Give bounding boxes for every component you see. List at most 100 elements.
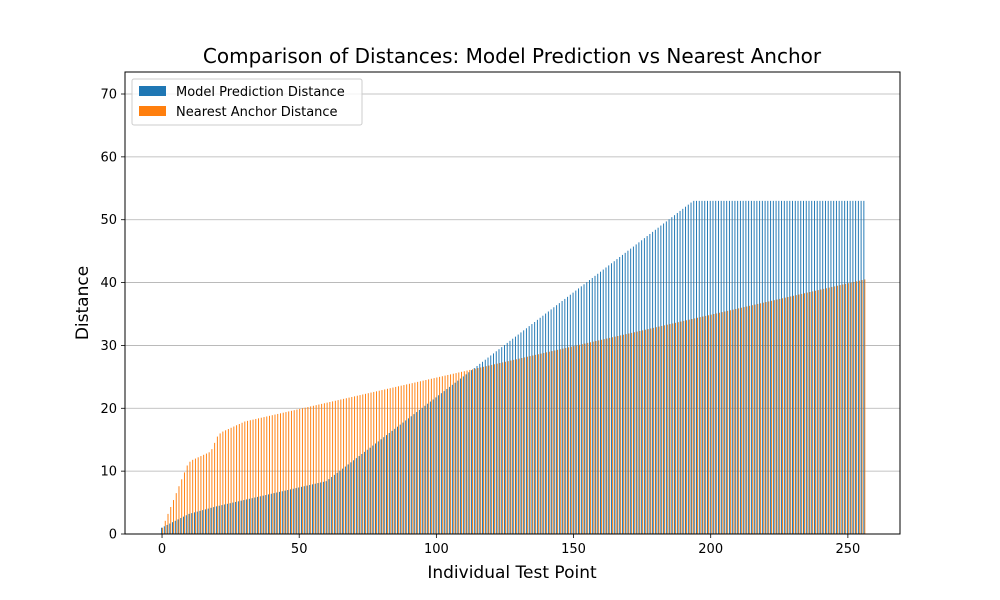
bar-model-prediction xyxy=(525,328,527,534)
bar-nearest-anchor xyxy=(348,397,350,534)
bar-model-prediction xyxy=(416,412,418,534)
bar-nearest-anchor xyxy=(362,394,364,534)
bar-model-prediction xyxy=(676,212,678,534)
bar-nearest-anchor xyxy=(230,427,232,534)
bar-model-prediction xyxy=(369,447,371,534)
bar-model-prediction xyxy=(295,488,297,534)
bar-model-prediction xyxy=(610,263,612,534)
bar-model-prediction xyxy=(704,200,706,534)
y-tick-label: 0 xyxy=(109,528,117,543)
bar-nearest-anchor xyxy=(299,408,301,534)
bar-nearest-anchor xyxy=(178,486,180,534)
bar-nearest-anchor xyxy=(603,339,605,534)
bar-model-prediction xyxy=(649,233,651,535)
bar-model-prediction xyxy=(794,200,796,534)
bar-nearest-anchor xyxy=(277,413,279,534)
bar-model-prediction xyxy=(177,519,179,534)
bar-model-prediction xyxy=(221,505,223,534)
bar-nearest-anchor xyxy=(258,418,260,534)
bar-model-prediction xyxy=(860,200,862,534)
bar-model-prediction xyxy=(709,200,711,534)
bar-model-prediction xyxy=(539,317,541,534)
bar-model-prediction xyxy=(745,200,747,534)
bar-model-prediction xyxy=(449,386,451,534)
bar-model-prediction xyxy=(594,275,596,534)
bar-model-prediction xyxy=(287,490,289,534)
bar-nearest-anchor xyxy=(713,314,715,534)
bar-nearest-anchor xyxy=(611,337,613,534)
bar-nearest-anchor xyxy=(749,305,751,534)
bar-model-prediction xyxy=(506,342,508,534)
bar-nearest-anchor xyxy=(359,395,361,534)
bar-nearest-anchor xyxy=(658,326,660,534)
bar-model-prediction xyxy=(824,200,826,534)
bar-nearest-anchor xyxy=(532,355,534,534)
x-ticks: 0 50 100 150 200 250 xyxy=(158,534,860,557)
bar-nearest-anchor xyxy=(164,520,166,534)
bar-model-prediction xyxy=(723,200,725,534)
bar-model-prediction xyxy=(819,200,821,534)
bar-nearest-anchor xyxy=(436,377,438,534)
bar-nearest-anchor xyxy=(798,294,800,534)
bar-model-prediction xyxy=(429,401,431,534)
bar-model-prediction xyxy=(671,217,673,534)
bar-nearest-anchor xyxy=(203,454,205,534)
bar-nearest-anchor xyxy=(378,390,380,534)
bar-model-prediction xyxy=(322,481,324,534)
bar-nearest-anchor xyxy=(592,341,594,534)
bar-model-prediction xyxy=(268,494,270,534)
bar-model-prediction xyxy=(654,229,656,534)
bar-nearest-anchor xyxy=(183,472,185,534)
bar-nearest-anchor xyxy=(817,290,819,534)
bar-nearest-anchor xyxy=(705,315,707,534)
bar-nearest-anchor xyxy=(249,420,251,534)
bar-model-prediction xyxy=(290,489,291,534)
bar-model-prediction xyxy=(342,468,344,534)
bar-model-prediction xyxy=(512,338,514,534)
bar-model-prediction xyxy=(520,332,522,534)
bar-model-prediction xyxy=(715,200,717,534)
bar-model-prediction xyxy=(281,491,283,534)
bar-model-prediction xyxy=(803,200,804,534)
bar-nearest-anchor xyxy=(850,282,852,534)
bar-nearest-anchor xyxy=(524,357,526,534)
bar-nearest-anchor xyxy=(768,301,770,534)
bar-model-prediction xyxy=(306,485,308,534)
bar-model-prediction xyxy=(311,484,313,534)
bar-nearest-anchor xyxy=(428,379,430,534)
bar-model-prediction xyxy=(303,486,305,534)
bar-model-prediction xyxy=(273,493,275,534)
bar-nearest-anchor xyxy=(694,318,696,534)
bar-model-prediction xyxy=(509,340,511,534)
bar-nearest-anchor xyxy=(546,352,548,534)
bar-model-prediction xyxy=(325,481,327,534)
bar-nearest-anchor xyxy=(740,307,742,534)
bar-model-prediction xyxy=(498,349,500,534)
bar-model-prediction xyxy=(317,483,319,534)
bar-model-prediction xyxy=(328,479,330,534)
bar-model-prediction xyxy=(172,522,174,534)
bar-nearest-anchor xyxy=(216,436,218,534)
x-tick-label: 200 xyxy=(698,542,723,557)
bar-nearest-anchor xyxy=(809,292,811,534)
bar-nearest-anchor xyxy=(219,433,221,534)
bar-nearest-anchor xyxy=(312,405,314,534)
y-tick-label: 20 xyxy=(100,402,117,417)
bar-model-prediction xyxy=(739,200,741,534)
bar-nearest-anchor xyxy=(782,298,783,534)
bar-nearest-anchor xyxy=(458,372,460,534)
y-tick-label: 60 xyxy=(100,150,117,165)
bar-model-prediction xyxy=(333,474,335,534)
bar-nearest-anchor xyxy=(323,403,325,534)
bar-nearest-anchor xyxy=(340,399,342,534)
bar-nearest-anchor xyxy=(285,412,287,534)
bar-model-prediction xyxy=(237,501,239,534)
bar-nearest-anchor xyxy=(170,506,172,534)
bar-nearest-anchor xyxy=(790,296,792,534)
bar-model-prediction xyxy=(528,326,530,534)
bar-model-prediction xyxy=(731,200,733,534)
bar-model-prediction xyxy=(410,416,412,534)
bar-nearest-anchor xyxy=(406,384,408,534)
bar-model-prediction xyxy=(816,200,818,534)
